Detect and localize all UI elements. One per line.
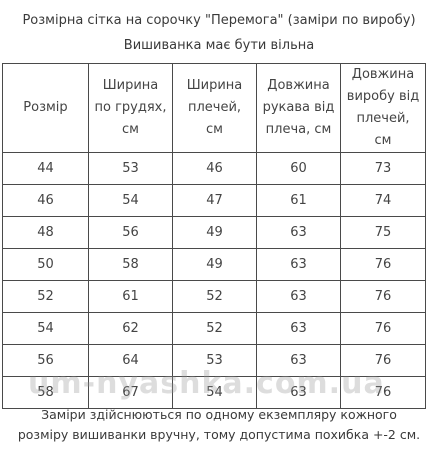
header-size: Розмір (2, 63, 89, 153)
header-line: Ширина (186, 78, 243, 93)
size-table: Розмір Ширина по грудях, см Ширина плече… (2, 63, 426, 409)
cell-size: 44 (2, 152, 89, 185)
cell-sleeve-length: 63 (256, 312, 341, 345)
cell-chest-width: 62 (88, 312, 173, 345)
header-line: виробу від (346, 89, 420, 104)
table-row: 46 54 47 61 74 (2, 184, 426, 217)
header-line: см (206, 122, 223, 137)
table-row: 50 58 49 63 76 (2, 248, 426, 281)
cell-shoulder-width: 47 (172, 184, 257, 217)
cell-sleeve-length: 63 (256, 248, 341, 281)
cell-size: 52 (2, 280, 89, 313)
cell-chest-width: 54 (88, 184, 173, 217)
cell-chest-width: 67 (88, 376, 173, 409)
cell-chest-width: 61 (88, 280, 173, 313)
header-line: Довжина (267, 78, 330, 93)
cell-shoulder-width: 54 (172, 376, 257, 409)
cell-shoulder-width: 52 (172, 280, 257, 313)
header-line: плечей, (187, 100, 242, 115)
table-row: 54 62 52 63 76 (2, 312, 426, 345)
cell-sleeve-length: 63 (256, 216, 341, 249)
cell-chest-width: 64 (88, 344, 173, 377)
cell-size: 56 (2, 344, 89, 377)
header-line: плечей, (356, 111, 410, 126)
header-line: Ширина (102, 78, 159, 93)
table-row: 58 67 54 63 76 (2, 376, 426, 409)
cell-garment-length: 73 (340, 152, 426, 185)
header-line: рукава від (262, 100, 335, 115)
cell-size: 48 (2, 216, 89, 249)
header-row: Розмір Ширина по грудях, см Ширина плече… (2, 63, 426, 153)
page-title: Розмірна сітка на сорочку "Перемога" (за… (22, 13, 416, 28)
cell-garment-length: 74 (340, 184, 426, 217)
cell-sleeve-length: 60 (256, 152, 341, 185)
header-line: Довжина (351, 67, 415, 82)
cell-sleeve-length: 63 (256, 344, 341, 377)
header-sleeve-length: Довжина рукава від плеча, см (256, 63, 341, 153)
cell-shoulder-width: 49 (172, 216, 257, 249)
cell-chest-width: 56 (88, 216, 173, 249)
footnote-line: розміру вишиванки вручну, тому допустима… (17, 427, 421, 442)
cell-size: 54 (2, 312, 89, 345)
cell-garment-length: 76 (340, 376, 426, 409)
cell-garment-length: 76 (340, 312, 426, 345)
table-row: 56 64 53 63 76 (2, 344, 426, 377)
cell-garment-length: 76 (340, 280, 426, 313)
header-chest-width: Ширина по грудях, см (88, 63, 173, 153)
footnote: Заміри здійснюються по одному екземпляру… (0, 405, 438, 445)
header-garment-length: Довжина виробу від плечей, см (340, 63, 426, 153)
table-row: 52 61 52 63 76 (2, 280, 426, 313)
header-shoulder-width: Ширина плечей, см (172, 63, 257, 153)
cell-shoulder-width: 49 (172, 248, 257, 281)
header-line: плеча, см (265, 122, 332, 137)
cell-chest-width: 58 (88, 248, 173, 281)
cell-size: 50 (2, 248, 89, 281)
cell-shoulder-width: 53 (172, 344, 257, 377)
cell-size: 58 (2, 376, 89, 409)
cell-garment-length: 76 (340, 248, 426, 281)
cell-sleeve-length: 63 (256, 376, 341, 409)
table-row: 44 53 46 60 73 (2, 152, 426, 185)
cell-shoulder-width: 46 (172, 152, 257, 185)
header-line: по грудях, (94, 100, 167, 115)
cell-chest-width: 53 (88, 152, 173, 185)
table-row: 48 56 49 63 75 (2, 216, 426, 249)
cell-shoulder-width: 52 (172, 312, 257, 345)
cell-size: 46 (2, 184, 89, 217)
footnote-line: Заміри здійснюються по одному екземпляру… (41, 407, 397, 422)
cell-sleeve-length: 61 (256, 184, 341, 217)
page-subtitle: Вишиванка має бути вільна (123, 38, 315, 53)
cell-garment-length: 76 (340, 344, 426, 377)
cell-garment-length: 75 (340, 216, 426, 249)
header-line: Розмір (23, 100, 68, 115)
cell-sleeve-length: 63 (256, 280, 341, 313)
header-line: см (122, 122, 139, 137)
header-line: см (374, 133, 392, 148)
